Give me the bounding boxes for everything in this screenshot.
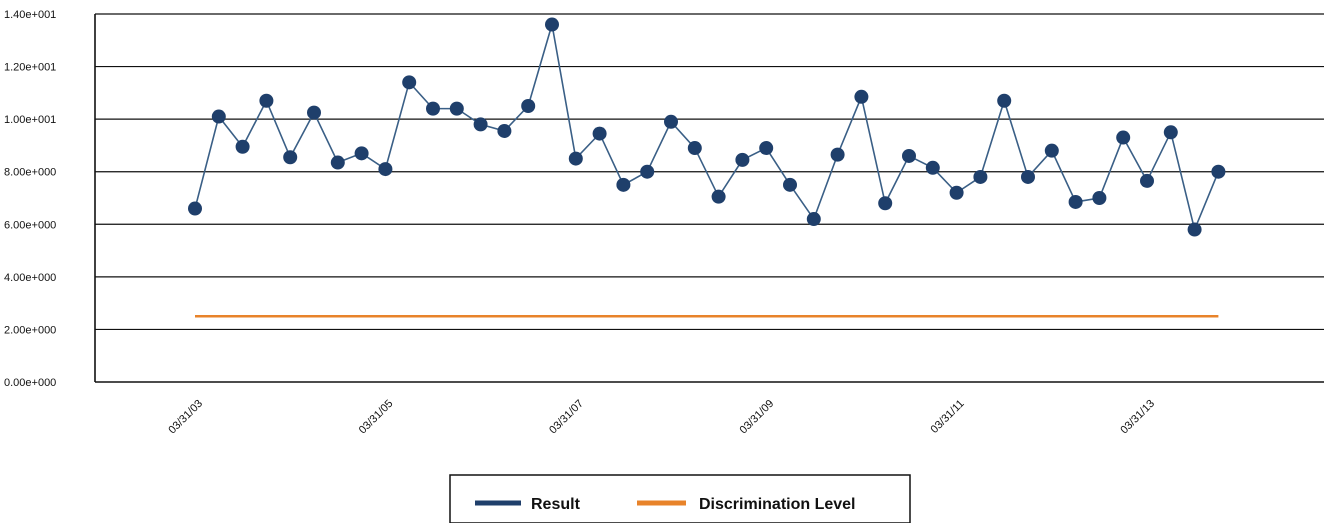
y-tick-label: 2.00e+000 — [4, 324, 56, 336]
result-point — [426, 101, 440, 116]
result-point — [1140, 173, 1154, 188]
result-point — [354, 146, 369, 161]
result-point — [1116, 130, 1131, 145]
gridlines — [94, 13, 1324, 383]
result-point — [1092, 191, 1107, 205]
legend: Result Discrimination Level — [449, 474, 911, 523]
legend-label-discrimination-level: Discrimination Level — [699, 496, 856, 513]
x-tick-label: 03/31/07 — [547, 398, 586, 437]
result-point — [664, 114, 678, 129]
x-tick-label: 03/31/09 — [738, 398, 777, 437]
result-point — [307, 105, 321, 120]
result-point — [735, 152, 750, 167]
y-tick-label: 1.20e+001 — [4, 62, 56, 74]
result-point — [473, 117, 488, 132]
result-point — [640, 164, 655, 179]
x-tick-label: 03/31/03 — [166, 398, 205, 437]
result-point — [925, 160, 940, 175]
result-point — [1044, 143, 1059, 158]
y-tick-label: 8.00e+000 — [4, 167, 56, 179]
result-point — [759, 141, 774, 156]
result-point — [521, 99, 536, 113]
result-point — [259, 93, 274, 108]
y-tick-label: 4.00e+000 — [4, 272, 56, 284]
result-point — [497, 123, 512, 138]
x-tick-label: 03/31/11 — [929, 398, 967, 436]
result-point — [878, 196, 893, 211]
y-axis-tick-labels: 0.00e+000 2.00e+000 4.00e+000 6.00e+000 8.00… — [4, 9, 56, 389]
result-point — [449, 101, 464, 116]
result-point — [378, 162, 393, 177]
result-point — [997, 93, 1012, 108]
legend-box — [449, 474, 911, 523]
result-point — [1163, 125, 1178, 140]
result-point — [854, 89, 869, 104]
result-point — [1187, 222, 1202, 237]
y-tick-label: 0.00e+000 — [4, 377, 56, 389]
result-point — [545, 17, 559, 32]
result-point — [592, 126, 607, 141]
result-point — [1211, 164, 1226, 179]
result-point — [1021, 169, 1035, 184]
result-point — [235, 139, 250, 154]
y-tick-label: 1.00e+001 — [4, 114, 56, 126]
x-tick-label: 03/31/05 — [357, 398, 396, 437]
result-series-line — [194, 24, 1220, 233]
x-axis-tick-labels: 03/31/03 03/31/05 03/31/07 03/31/09 03/31/11… — [166, 398, 1157, 437]
result-point — [188, 201, 202, 216]
x-tick-label: 03/31/13 — [1118, 398, 1157, 437]
plot-area — [188, 17, 1226, 318]
result-point — [402, 75, 417, 90]
result-point — [211, 109, 226, 124]
result-point — [687, 141, 702, 156]
y-tick-label: 6.00e+000 — [4, 219, 56, 231]
result-point — [616, 177, 631, 192]
y-tick-label: 1.40e+001 — [4, 9, 56, 21]
result-point — [711, 189, 726, 204]
result-point — [1068, 194, 1083, 209]
result-point — [283, 150, 298, 165]
result-point — [330, 155, 345, 170]
legend-label-result: Result — [531, 496, 581, 513]
result-point — [806, 212, 821, 227]
result-point — [973, 169, 988, 184]
result-point — [949, 185, 964, 200]
result-point — [902, 148, 916, 163]
result-point — [568, 151, 583, 166]
result-point — [783, 177, 797, 192]
result-point — [830, 147, 845, 162]
